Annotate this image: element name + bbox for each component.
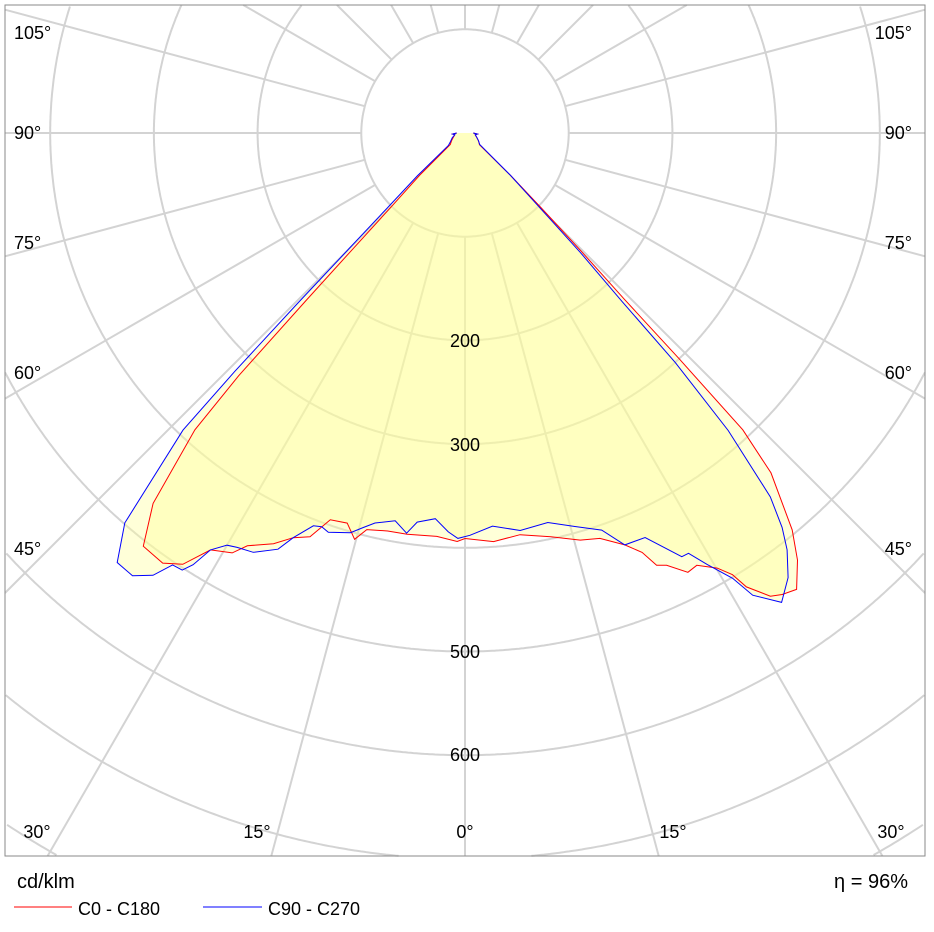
grid-ring [5, 694, 925, 857]
angle-label-right: 90° [885, 123, 912, 143]
curve-line-c90-c270 [116, 132, 789, 604]
grid-ray [4, 184, 376, 400]
polar-grid [4, 4, 926, 857]
radial-tick-label: 500 [450, 642, 480, 662]
curve-lines [116, 132, 799, 604]
grid-ray [270, 232, 440, 857]
plot-frame [4, 4, 926, 857]
grid-ray [4, 8, 366, 108]
efficiency-label: η = 96% [834, 871, 908, 893]
grid-ring [6, 823, 924, 856]
curve-line-c0-c180 [142, 132, 799, 597]
angle-label-bottom: 15° [243, 822, 270, 842]
radial-tick-label: 200 [450, 331, 480, 351]
grid-ray [429, 4, 440, 34]
angle-label-right: 60° [885, 363, 912, 383]
radial-tick-label: 300 [450, 435, 480, 455]
grid-ray [46, 222, 415, 857]
legend-label-c0-c180: C0 - C180 [78, 899, 160, 919]
angle-label-bottom: 30° [23, 822, 50, 842]
angle-label-bottom: 15° [659, 822, 686, 842]
grid-ring [256, 4, 674, 342]
angle-label-right: 105° [875, 23, 912, 43]
grid-ray [4, 205, 393, 594]
radial-tick-label: 600 [450, 745, 480, 765]
grid-ring [5, 552, 925, 757]
angle-label-left: 90° [14, 123, 41, 143]
angle-label-right: 45° [885, 539, 912, 559]
angle-label-bottom: 30° [877, 822, 904, 842]
grid-ray [564, 158, 926, 258]
angle-label-left: 45° [14, 539, 41, 559]
grid-ray [554, 4, 688, 83]
angle-label-right: 75° [885, 233, 912, 253]
grid-ray [564, 8, 926, 108]
angle-label-left: 75° [14, 233, 41, 253]
curve-fill-c90-c270 [117, 133, 789, 603]
grid-ray [490, 232, 660, 857]
grid-ray [490, 4, 501, 34]
grid-ray [390, 4, 415, 44]
grid-ray [336, 4, 393, 61]
curve-fills [117, 133, 798, 603]
grid-ray [516, 222, 884, 857]
curve-fill-c0-c180 [143, 133, 798, 597]
grid-ray [516, 4, 540, 44]
grid-ray [554, 184, 926, 400]
grid-ring [49, 6, 881, 549]
legend-label-c90-c270: C90 - C270 [268, 899, 360, 919]
angle-label-bottom: 0° [456, 822, 473, 842]
angle-label-left: 60° [14, 363, 41, 383]
grid-ray [242, 4, 376, 83]
angle-label-left: 105° [14, 23, 51, 43]
grid-ray [537, 205, 926, 594]
grid-ray [537, 4, 594, 61]
grid-ray [4, 158, 366, 258]
unit-label: cd/klm [17, 871, 75, 893]
grid-ring [152, 4, 778, 446]
